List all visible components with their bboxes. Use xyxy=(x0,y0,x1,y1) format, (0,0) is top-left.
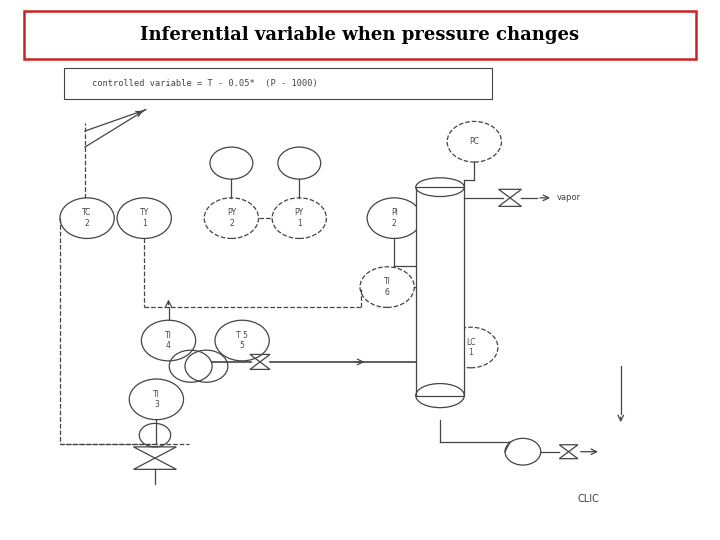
Text: TI
3: TI 3 xyxy=(153,390,160,409)
Text: CLIC: CLIC xyxy=(577,494,600,504)
FancyBboxPatch shape xyxy=(24,11,696,59)
Text: TC
2: TC 2 xyxy=(82,208,91,228)
Text: TI
4: TI 4 xyxy=(165,331,172,350)
Text: PI
2: PI 2 xyxy=(391,208,397,228)
Bar xyxy=(415,187,464,396)
Text: TY
1: TY 1 xyxy=(140,208,149,228)
Text: vapor: vapor xyxy=(557,193,580,202)
Text: LC
1: LC 1 xyxy=(466,338,475,357)
Text: PY
2: PY 2 xyxy=(227,208,236,228)
Text: controlled variable = T - 0.05*  (P - 1000): controlled variable = T - 0.05* (P - 100… xyxy=(92,79,318,88)
Text: TI
6: TI 6 xyxy=(384,278,390,297)
FancyBboxPatch shape xyxy=(63,68,492,99)
Text: PC: PC xyxy=(469,137,480,146)
Text: Inferential variable when pressure changes: Inferential variable when pressure chang… xyxy=(140,26,580,44)
Text: T 5
5: T 5 5 xyxy=(236,331,248,350)
Text: PY
1: PY 1 xyxy=(294,208,304,228)
